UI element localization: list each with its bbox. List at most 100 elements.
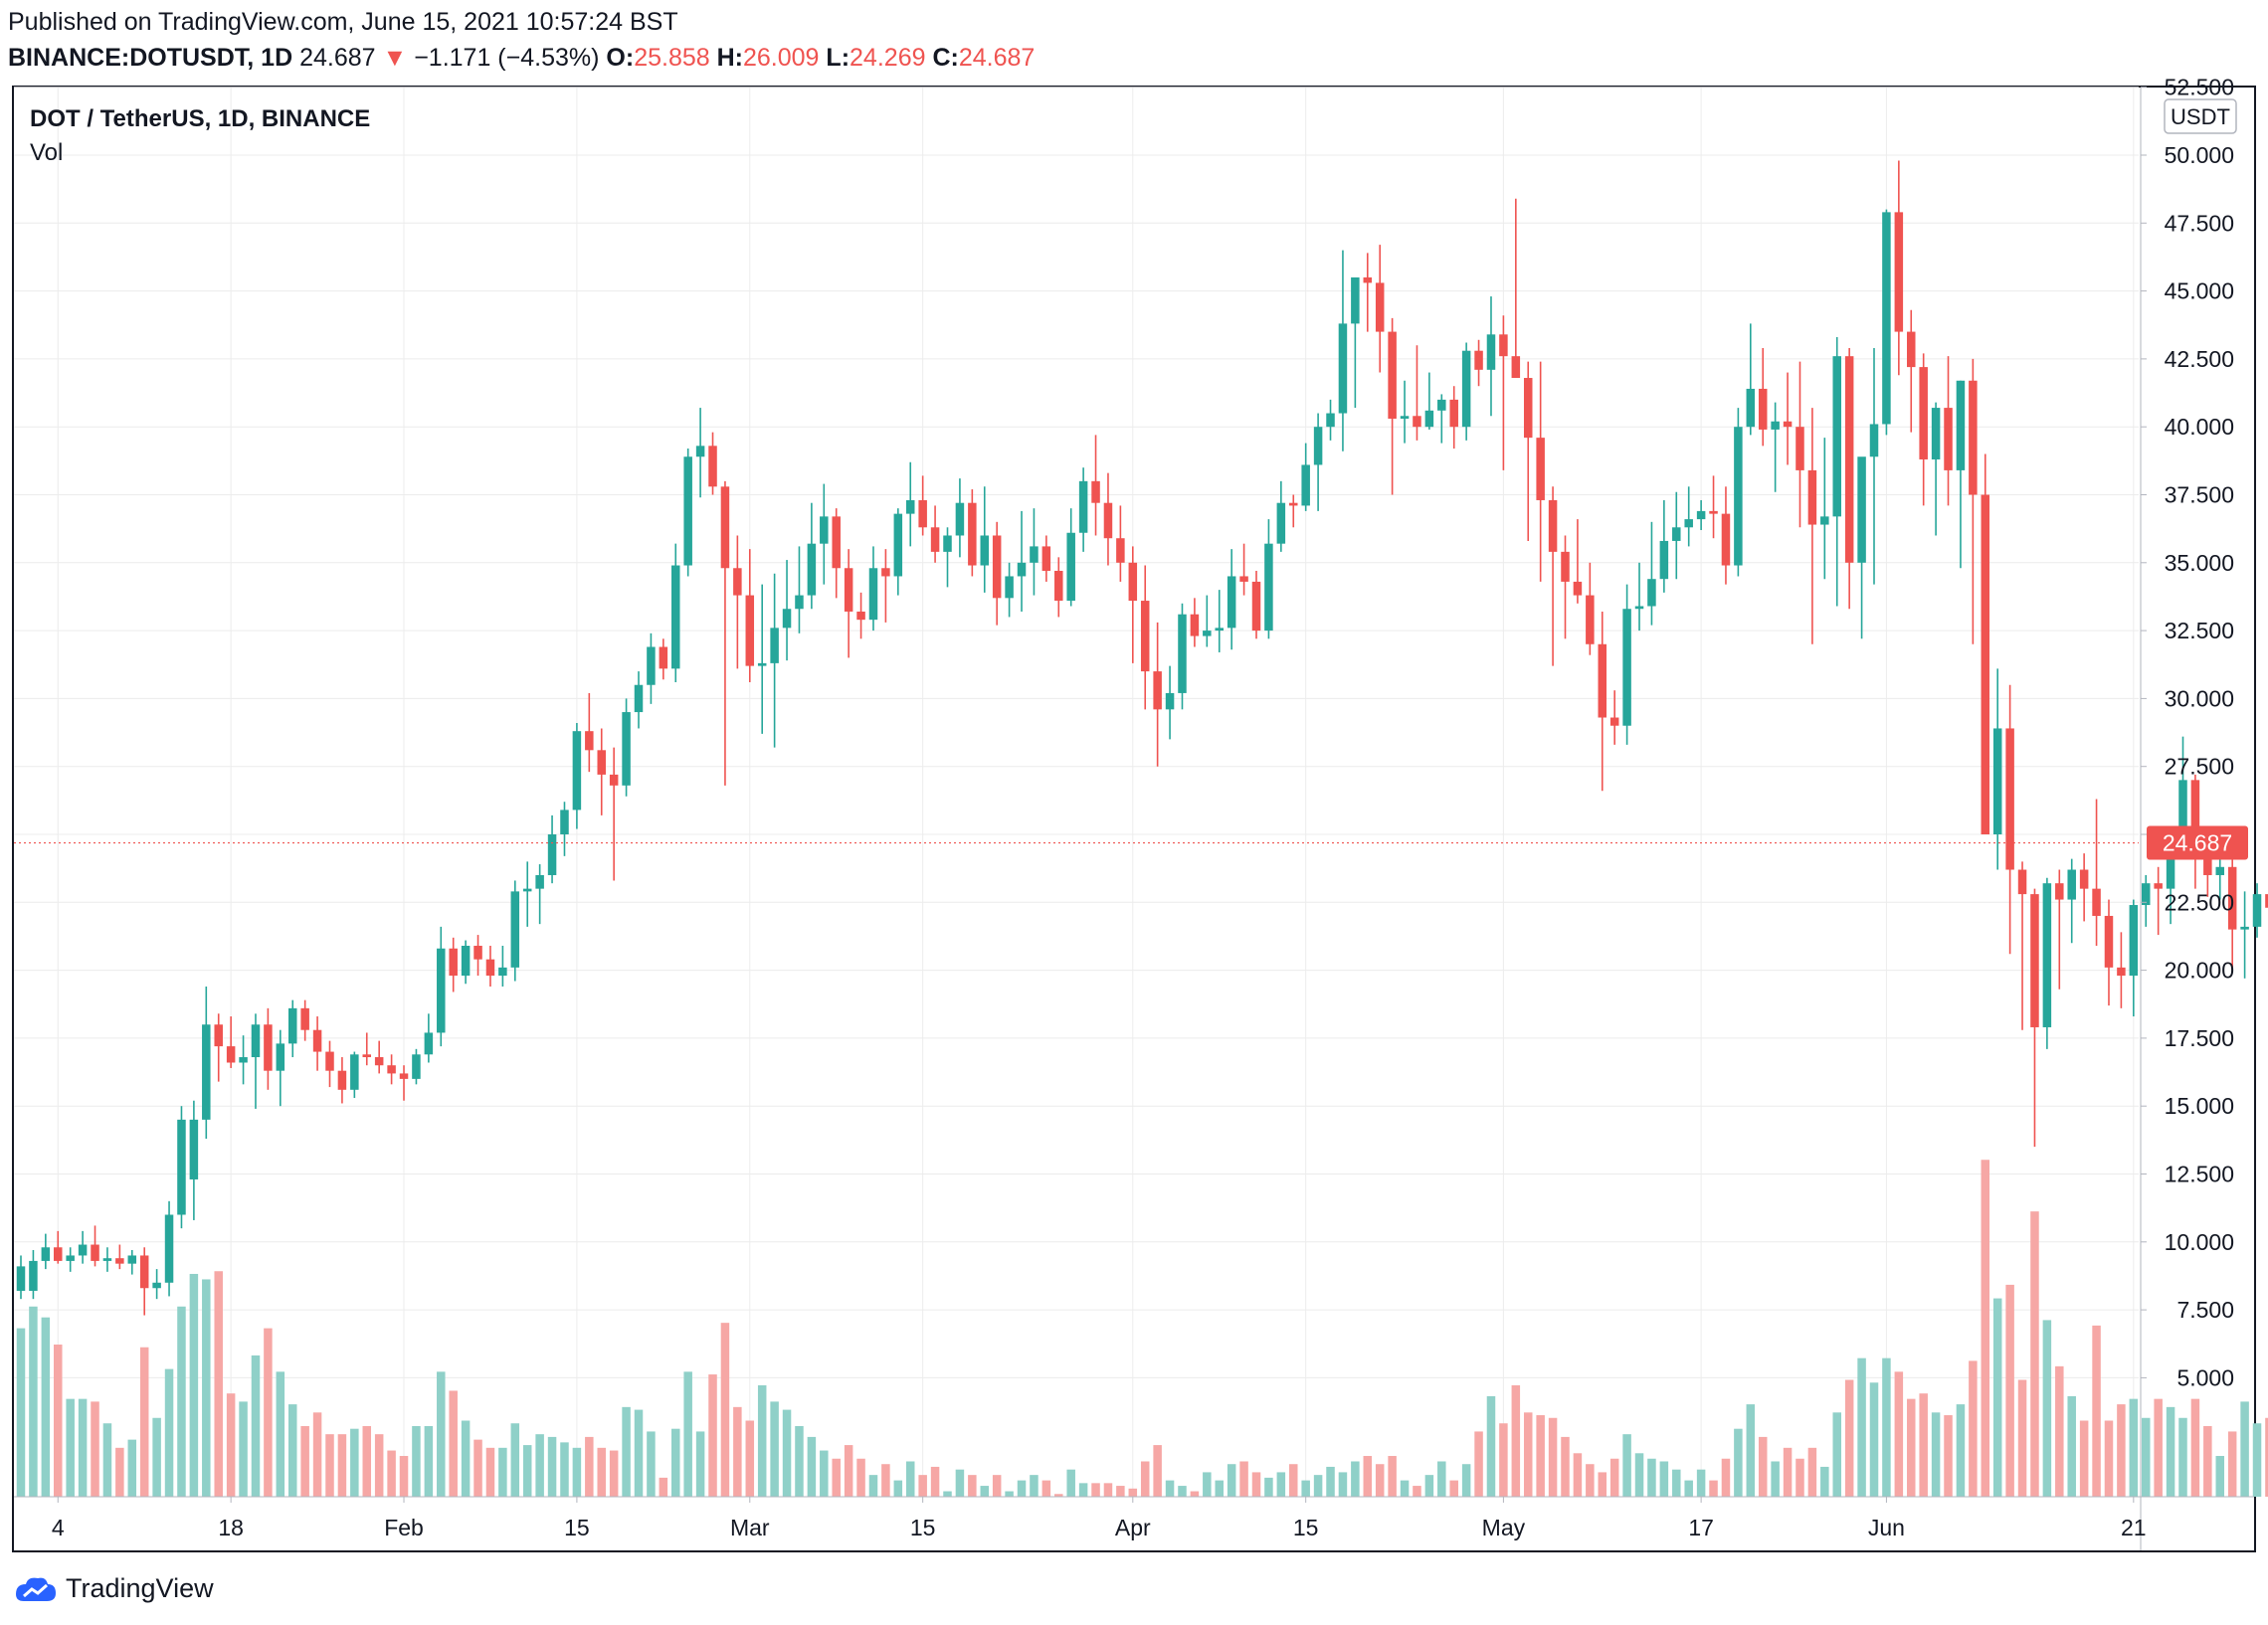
candle-body — [16, 1266, 26, 1291]
volume-bar — [1746, 1404, 1756, 1497]
tradingview-footer[interactable]: TradingView — [14, 1573, 214, 1604]
volume-bar — [164, 1368, 174, 1497]
volume-bar — [91, 1401, 99, 1497]
volume-bar — [1239, 1461, 1248, 1497]
volume-bar — [2005, 1284, 2014, 1497]
volume-bar — [1672, 1469, 1681, 1497]
candle-body — [1363, 276, 1373, 283]
candle-body — [1696, 510, 1706, 520]
volume-bar — [1771, 1461, 1780, 1497]
price-tick-label: 27.500 — [2165, 754, 2234, 780]
volume-bar — [362, 1425, 372, 1497]
candle-body — [226, 1046, 236, 1063]
volume-bar — [1103, 1483, 1113, 1497]
candle-body — [461, 946, 471, 977]
volume-bar — [1894, 1371, 1904, 1497]
volume-bar — [239, 1401, 248, 1497]
candle-body — [152, 1282, 161, 1289]
last-price-tag-label: 24.687 — [2163, 830, 2232, 856]
candle-body — [1301, 464, 1310, 506]
volume-bar — [807, 1436, 817, 1497]
volume-bar — [609, 1450, 619, 1497]
volume-bar — [1313, 1475, 1323, 1497]
volume-bar — [461, 1420, 471, 1497]
candle-body — [893, 513, 903, 577]
candle-body — [1647, 579, 1656, 607]
price-tick-label: 45.000 — [2165, 278, 2234, 304]
volume-bar — [1684, 1480, 1693, 1497]
candle-body — [1413, 416, 1421, 428]
volume-bar — [1536, 1415, 1545, 1497]
candle-body — [856, 611, 865, 621]
volume-bar — [868, 1475, 878, 1497]
candle-body — [1091, 480, 1100, 503]
price-tick-label: 30.000 — [2165, 685, 2234, 711]
candle-body — [720, 486, 730, 569]
candle-body — [522, 888, 532, 892]
candle-body — [1437, 399, 1446, 411]
volume-bar — [585, 1436, 594, 1497]
volume-bar — [1523, 1412, 1533, 1497]
volume-bar — [1919, 1393, 1928, 1497]
candle-body — [1474, 350, 1483, 370]
price-tick-label: 12.500 — [2165, 1162, 2234, 1187]
candle-body — [1771, 421, 1780, 430]
volume-bar — [2030, 1211, 2039, 1497]
ohlc-line: BINANCE:DOTUSDT, 1D 24.687 ▼ −1.171 (−4.… — [8, 44, 1035, 73]
candle-body — [2067, 869, 2076, 900]
volume-bar — [1969, 1360, 1978, 1497]
candle-body — [1807, 469, 1817, 525]
chart-frame[interactable] — [12, 86, 2256, 1552]
volume-bar — [905, 1461, 915, 1497]
volume-bar — [1586, 1464, 1595, 1497]
time-tick-label: Mar — [730, 1515, 770, 1540]
candle-body — [1239, 576, 1248, 582]
candle-body — [2215, 866, 2225, 875]
candle-body — [1326, 413, 1335, 428]
candle-body — [1215, 628, 1224, 632]
candle-body — [2141, 883, 2151, 906]
volume-bar — [1486, 1395, 1496, 1497]
candle-body — [325, 1051, 334, 1071]
candle-body — [770, 628, 779, 663]
volume-bar — [449, 1390, 458, 1497]
volume-bar — [1351, 1461, 1360, 1497]
candle-body — [1066, 532, 1075, 602]
candle-body — [597, 750, 606, 775]
volume-bar — [2252, 1423, 2262, 1497]
candle-body — [1289, 502, 1298, 506]
price-tick-label: 22.500 — [2165, 889, 2234, 915]
volume-bar — [1091, 1483, 1100, 1497]
volume-bar — [1832, 1412, 1841, 1497]
candle-body — [1461, 350, 1471, 428]
volume-bar — [1511, 1384, 1521, 1497]
volume-bar — [968, 1475, 977, 1497]
candle-body — [733, 568, 742, 596]
volume-bar — [473, 1439, 482, 1497]
volume-bar — [412, 1425, 421, 1497]
volume-bar — [102, 1423, 112, 1497]
candle-body — [1005, 576, 1014, 599]
currency-box — [2164, 98, 2237, 134]
volume-bar — [832, 1458, 841, 1497]
volume-bar — [226, 1393, 236, 1497]
candle-body — [1548, 499, 1558, 552]
time-tick-label: Jun — [1868, 1515, 1905, 1540]
candle-body — [1894, 212, 1904, 332]
candle-body — [1313, 427, 1323, 465]
volume-bar — [622, 1406, 631, 1497]
candle-body — [1400, 416, 1410, 420]
candle-body — [1128, 562, 1138, 602]
volume-bar — [2227, 1431, 2237, 1497]
candle-body — [1746, 388, 1756, 428]
candle-body — [424, 1032, 434, 1055]
volume-bar — [782, 1409, 792, 1497]
volume-bar — [2178, 1417, 2187, 1497]
volume-bar — [1981, 1160, 1990, 1497]
price-tick-label: 37.500 — [2165, 482, 2234, 508]
candle-body — [1338, 323, 1348, 414]
published-line: Published on TradingView.com, June 15, 2… — [8, 8, 678, 36]
candle-body — [1573, 581, 1583, 596]
candle-body — [1041, 546, 1051, 571]
